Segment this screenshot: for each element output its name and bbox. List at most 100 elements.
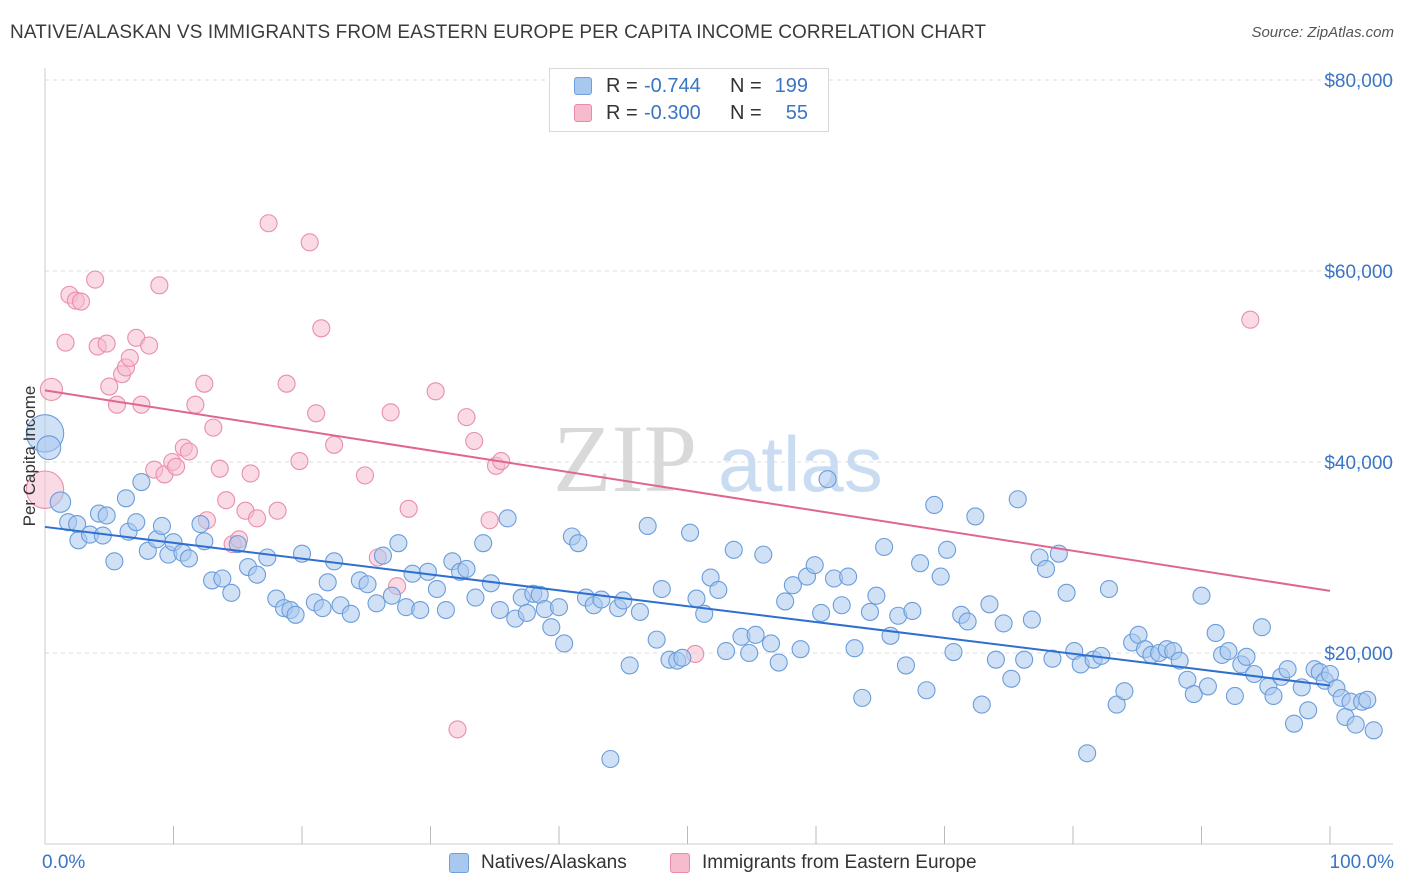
natives-point (49, 491, 72, 513)
natives-point (673, 648, 692, 667)
immigrants-point (167, 457, 186, 476)
natives-point (724, 540, 743, 559)
legend-item-immigrants: Immigrants from Eastern Europe (670, 852, 977, 874)
natives-point (601, 749, 620, 769)
natives-point (754, 545, 773, 564)
legend-label: Immigrants from Eastern Europe (702, 852, 977, 873)
natives-point (938, 540, 957, 559)
natives-point (783, 576, 802, 595)
natives-point (944, 642, 963, 662)
immigrants-point (39, 377, 64, 402)
immigrants-point (312, 319, 331, 338)
natives-point (247, 565, 267, 584)
legend-r-value: -0.744 (644, 74, 701, 97)
natives-point (1184, 685, 1203, 704)
natives-point (903, 601, 922, 621)
natives-point (373, 546, 393, 565)
natives-point (127, 513, 146, 532)
natives-point (1237, 647, 1256, 666)
natives-point (638, 516, 657, 536)
legend-r-key: R = (606, 101, 638, 124)
chart-source: Source: ZipAtlas.com (1251, 24, 1394, 41)
natives-point (1099, 579, 1119, 599)
immigrants-point (307, 404, 326, 423)
legend-swatch-blue (574, 77, 592, 95)
natives-point (1245, 664, 1264, 684)
immigrants-point (210, 459, 229, 478)
natives-point (709, 580, 728, 600)
natives-point (620, 656, 639, 675)
immigrants-point (300, 233, 319, 252)
natives-point (1002, 669, 1021, 688)
natives-point (466, 588, 485, 607)
natives-point (1115, 682, 1134, 701)
series-legend: Natives/Alaskans Immigrants from Eastern… (0, 852, 1406, 878)
immigrants-point (107, 395, 127, 414)
trend-lines (44, 389, 1331, 687)
immigrants-point (1241, 310, 1260, 329)
natives-point (105, 552, 124, 571)
natives-point (980, 595, 999, 614)
immigrants-point (120, 348, 139, 367)
natives-point (152, 516, 171, 536)
legend-n-key: N = (730, 74, 762, 97)
immigrants-point (277, 374, 296, 393)
natives-point (1198, 677, 1217, 696)
natives-point (818, 470, 837, 489)
correlation-legend: R = -0.744 N = 199 R = -0.300 N = 55 (549, 68, 829, 132)
natives-point (318, 573, 337, 592)
natives-point (286, 605, 305, 624)
natives-point (542, 618, 561, 637)
natives-point (1264, 686, 1283, 706)
immigrants-point (56, 333, 75, 352)
natives-point (1057, 583, 1076, 602)
natives-point (341, 604, 360, 623)
natives-point (1252, 618, 1271, 637)
natives-point (917, 681, 936, 700)
immigrants-point (268, 501, 287, 520)
natives-trend-line (44, 525, 1331, 687)
natives-point (972, 695, 991, 714)
natives-point (517, 603, 536, 622)
natives-point (986, 650, 1005, 669)
legend-row-natives: R = -0.744 N = 199 (574, 73, 808, 99)
y-tick-labels: $20,000 $40,000 $60,000 $80,000 (1324, 71, 1393, 665)
natives-point (427, 579, 446, 599)
natives-point (116, 489, 136, 508)
natives-point (1192, 586, 1211, 605)
legend-n-value: 199 (774, 74, 808, 97)
natives-point (614, 591, 633, 610)
immigrants-point (71, 292, 91, 311)
natives-point (896, 656, 916, 675)
y-tick-label: $60,000 (1324, 262, 1393, 283)
series-natives-points (25, 414, 1383, 769)
natives-point (776, 592, 795, 611)
natives-point (1346, 715, 1365, 734)
legend-swatch-blue (449, 853, 469, 873)
natives-point (1022, 610, 1041, 629)
immigrants-point (217, 491, 236, 510)
natives-point (1078, 744, 1097, 763)
natives-point (132, 473, 151, 492)
immigrants-point (448, 720, 467, 739)
legend-swatch-pink (574, 104, 592, 122)
natives-point (839, 567, 858, 586)
natives-point (687, 589, 706, 608)
natives-point (958, 612, 977, 631)
natives-point (1170, 651, 1189, 670)
immigrants-point (195, 374, 214, 393)
natives-point (1358, 690, 1377, 709)
natives-point (367, 594, 386, 613)
natives-point (569, 534, 588, 553)
natives-point (832, 596, 851, 615)
natives-point (911, 554, 930, 573)
natives-point (867, 586, 886, 605)
natives-point (97, 506, 116, 525)
immigrants-point (150, 276, 169, 295)
legend-label: Natives/Alaskans (481, 852, 627, 873)
legend-n-key: N = (730, 101, 762, 124)
natives-point (853, 688, 872, 707)
immigrants-point (457, 408, 476, 427)
natives-point (1219, 642, 1238, 661)
natives-point (592, 590, 611, 609)
